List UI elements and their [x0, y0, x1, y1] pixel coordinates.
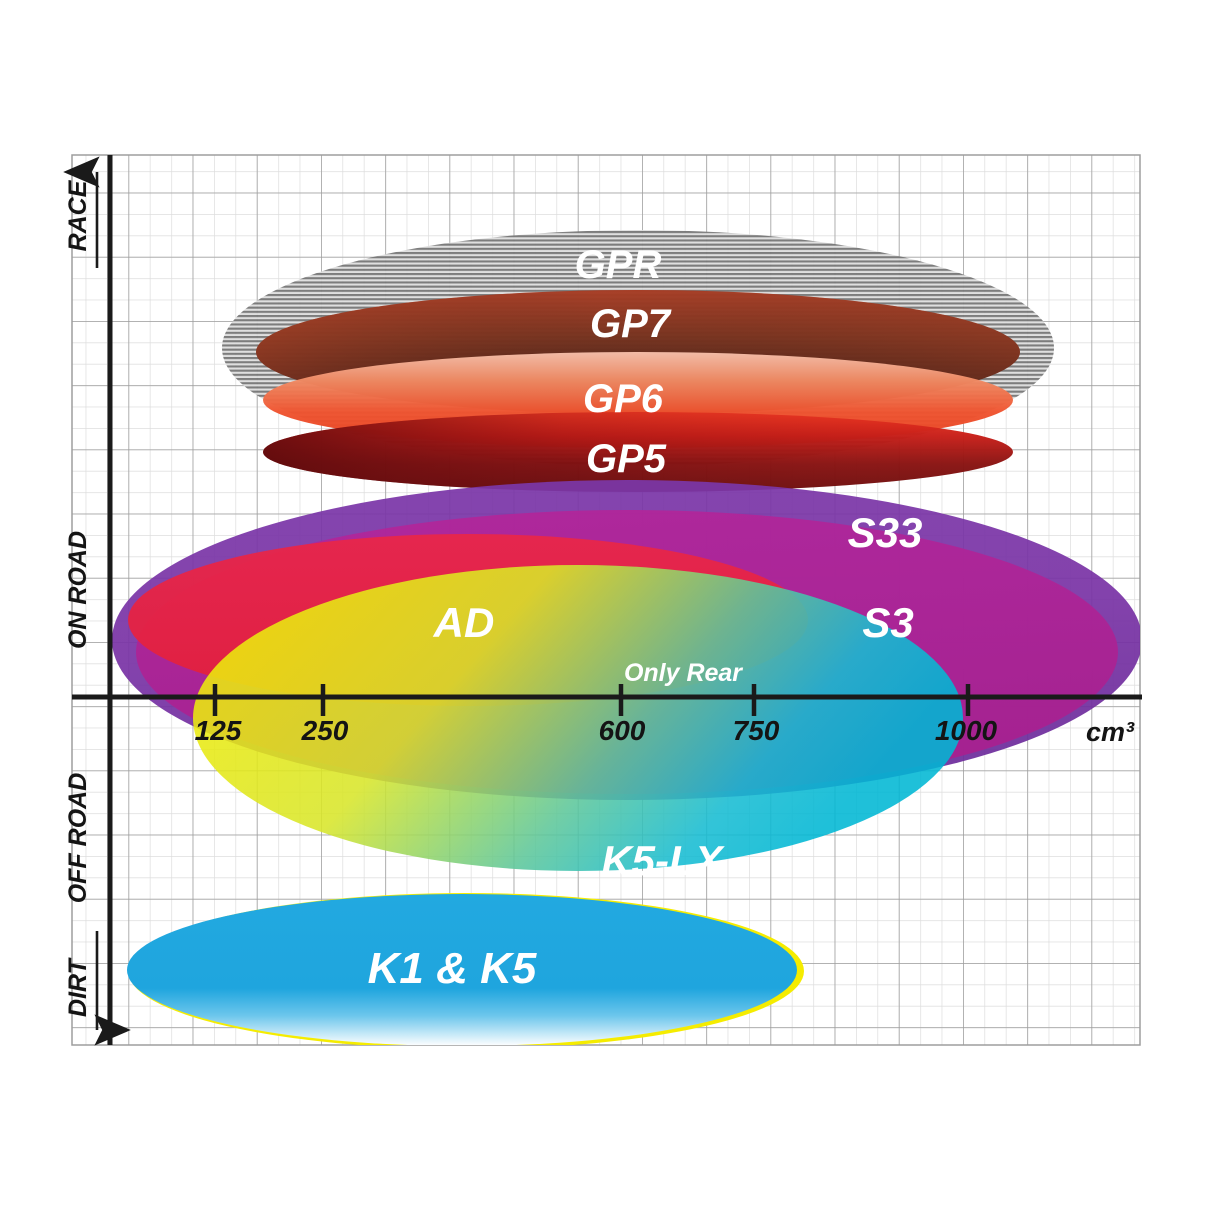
axes — [63, 155, 1142, 1046]
series-label-gpr: GPR — [575, 243, 662, 287]
series-label-gp7: GP7 — [590, 302, 672, 346]
x-tick-label-750: 750 — [733, 715, 780, 746]
ellipse-k5lx[interactable] — [193, 565, 963, 871]
x-tick-label-1000: 1000 — [935, 715, 998, 746]
y-label-race: RACE — [64, 179, 92, 251]
series-label-k5-lx: K5-LX — [601, 837, 725, 884]
annotation-only-rear: Only Rear — [624, 659, 743, 687]
series-label-gp5: GP5 — [586, 437, 667, 481]
series-label-gp6: GP6 — [583, 377, 664, 421]
series-label-k1-k5: K1 & K5 — [368, 944, 537, 993]
y-label-dirt: DIRT — [64, 956, 92, 1017]
series-label-s3: S3 — [862, 599, 913, 646]
y-axis-category-labels: RACE ON ROAD OFF ROAD DIRT — [64, 179, 92, 1017]
y-label-on-road: ON ROAD — [64, 531, 92, 649]
ellipse-gp5[interactable] — [263, 412, 1013, 492]
series-label-s33: S33 — [848, 509, 923, 556]
x-axis-tick-labels: 125 250 600 750 1000 — [195, 715, 998, 746]
x-tick-label-125: 125 — [195, 715, 242, 746]
series-labels: GPR GP7 GP6 GP5 S33 S3 AD K5-LX K1 & K5 — [368, 243, 923, 993]
ellipse-k1-k5[interactable] — [127, 893, 804, 1049]
series-ellipses — [112, 230, 1140, 1049]
x-tick-label-250: 250 — [301, 715, 349, 746]
x-axis-ticks — [212, 684, 971, 716]
series-label-ad: AD — [433, 599, 495, 646]
x-axis-unit-label: cm³ — [1086, 717, 1135, 747]
y-label-off-road: OFF ROAD — [64, 773, 92, 904]
x-tick-label-600: 600 — [599, 715, 646, 746]
